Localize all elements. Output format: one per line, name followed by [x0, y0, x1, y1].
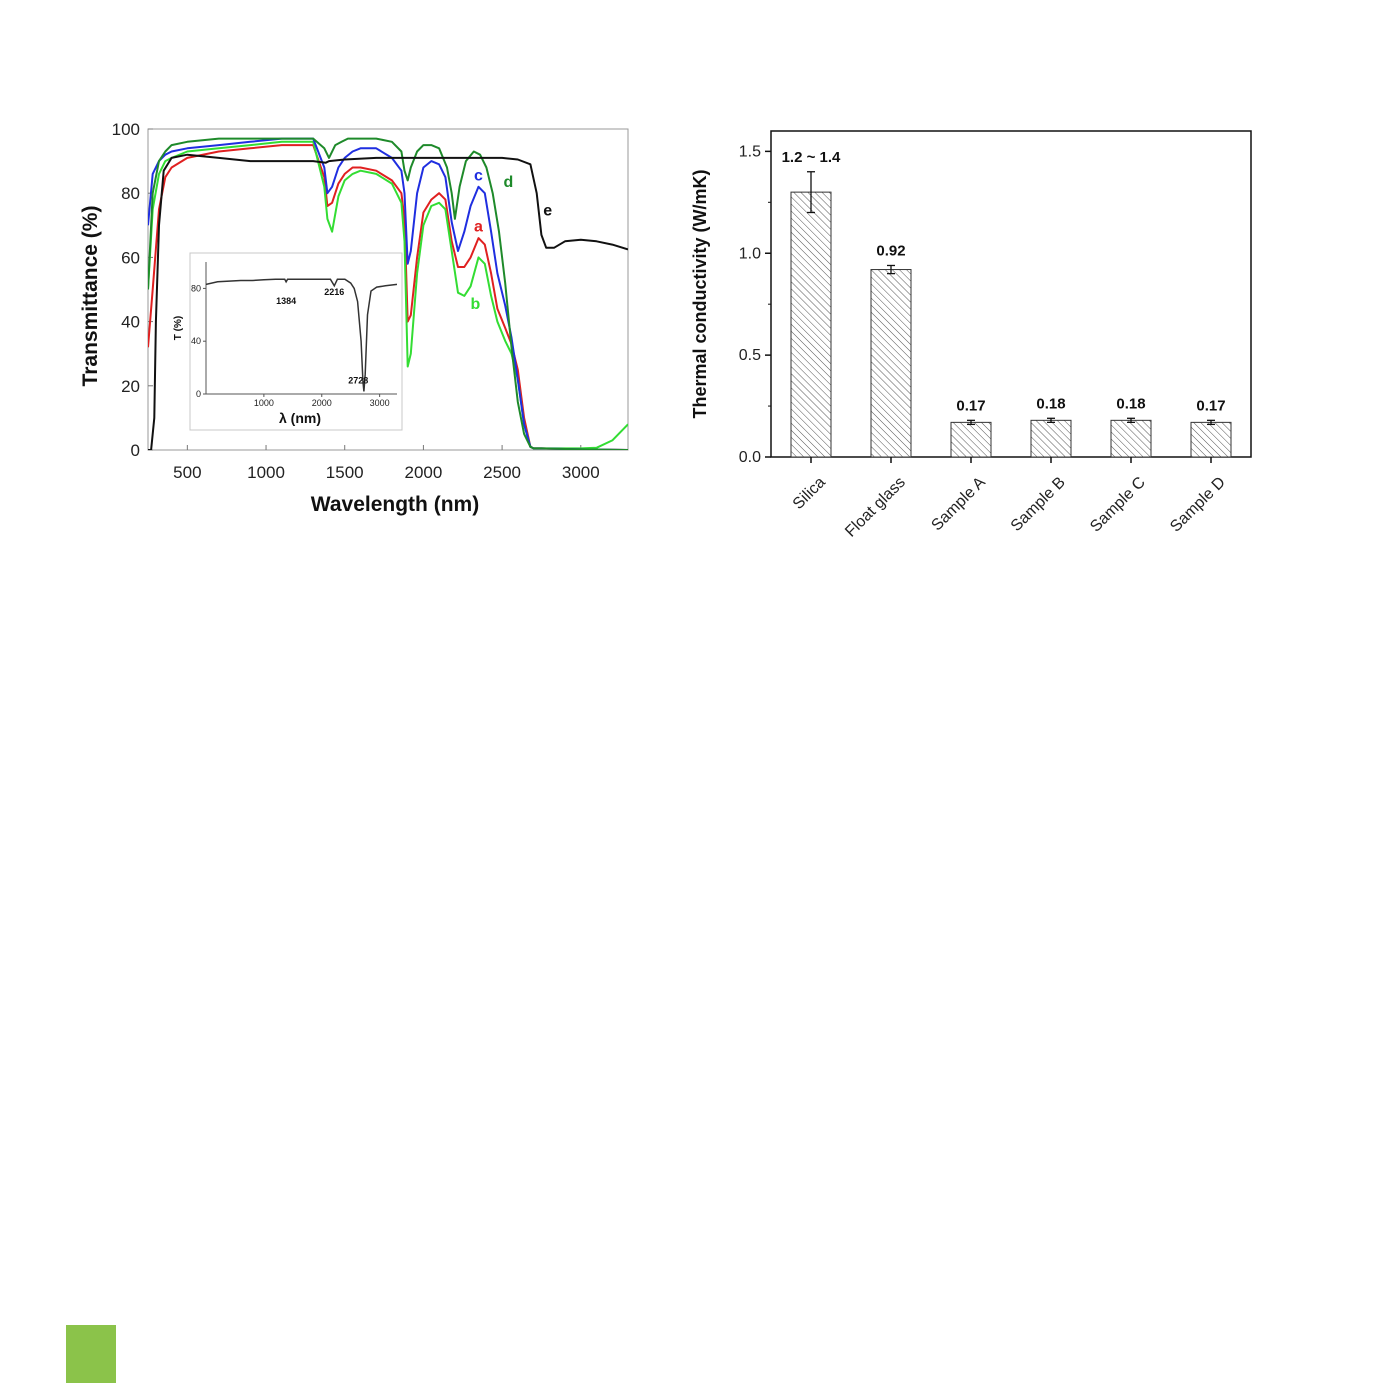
conductivity-category-label: Silica	[790, 474, 829, 513]
conductivity-value-label: 0.92	[876, 242, 905, 259]
transmittance-x-tick-label: 1000	[247, 463, 285, 482]
curve-label-e: e	[543, 203, 552, 220]
inset-peak-annotation: 2728	[348, 375, 368, 385]
transmittance-series-d	[148, 137, 628, 450]
conductivity-value-label: 1.2 ~ 1.4	[782, 149, 841, 166]
conductivity-value-label: 0.18	[1116, 395, 1145, 412]
transmittance-x-tick-label: 2500	[483, 463, 521, 482]
transmittance-x-tick-label: 3000	[562, 463, 600, 482]
transmittance-x-tick-label: 2000	[404, 463, 442, 482]
conductivity-category-label: Sample A	[928, 474, 989, 535]
curve-label-a: a	[474, 219, 483, 236]
inset-ticks: 1000 2000 3000 0 40 80	[191, 283, 390, 408]
inset-annotations: 1384 2216 2728	[276, 287, 368, 385]
transmittance-y-tick-label: 40	[121, 313, 140, 332]
conductivity-bar	[1110, 419, 1152, 458]
conductivity-value-label: 0.18	[1036, 395, 1065, 412]
transmittance-x-tick-label: 1500	[326, 463, 364, 482]
curve-label-c: c	[474, 167, 483, 184]
conductivity-plot-frame	[770, 130, 1252, 458]
transmittance-series-e	[148, 153, 628, 450]
inset-y-tick-label: 40	[191, 336, 201, 346]
conductivity-y-tick-label: 1.0	[739, 245, 761, 262]
inset-x-axis-label: λ (nm)	[279, 410, 321, 426]
corner-accent-block	[66, 1325, 116, 1383]
curve-label-b: b	[470, 296, 480, 313]
transmittance-y-tick-label: 100	[112, 120, 140, 139]
inset-x-tick-label: 1000	[254, 398, 274, 408]
conductivity-y-tick-label: 1.5	[739, 143, 761, 160]
inset-y-tick-label: 0	[196, 389, 201, 399]
transmittance-y-tick-label: 0	[131, 441, 140, 460]
conductivity-y-tick-label: 0.0	[739, 449, 761, 466]
curve-label-d: d	[504, 174, 514, 191]
conductivity-category-label: Sample D	[1167, 474, 1229, 536]
conductivity-bar	[1030, 419, 1072, 458]
inset-y-tick-label: 80	[191, 283, 201, 293]
transmittance-curve-labels: a b c d e	[470, 167, 552, 312]
conductivity-bars: 1.2 ~ 1.4 Silica 0.92 Float glass 0.17 Sample…	[782, 149, 1232, 541]
conductivity-y-tick-label: 0.5	[739, 347, 761, 364]
transmittance-series-a	[148, 144, 628, 450]
transmittance-x-tick-label: 500	[173, 463, 201, 482]
conductivity-value-label: 0.17	[1196, 397, 1225, 414]
transmittance-axes: 500 1000 1500 2000 2500 3000 0 20 40 60 80 100	[112, 120, 600, 482]
inset-peak-annotation: 1384	[276, 296, 296, 306]
conductivity-bar	[950, 421, 992, 458]
transmittance-y-axis-label: Transmittance (%)	[79, 206, 102, 387]
conductivity-value-label: 0.17	[956, 397, 985, 414]
conductivity-y-axis-label: Thermal conductivity (W/mK)	[690, 169, 710, 418]
conductivity-category-label: Sample C	[1087, 474, 1149, 536]
conductivity-bar	[870, 269, 912, 458]
transmittance-x-axis-label: Wavelength (nm)	[311, 493, 479, 516]
inset-chart: 1000 2000 3000 0 40 80 1384 2216 2728 λ (nm) T …	[173, 252, 403, 431]
conductivity-axes: 0.0 0.5 1.0 1.5	[739, 143, 771, 466]
conductivity-bar	[790, 191, 832, 458]
inset-series	[206, 278, 397, 392]
inset-x-tick-label: 3000	[370, 398, 390, 408]
transmittance-chart: 500 1000 1500 2000 2500 3000 0 20 40 60 80 100 a b c d…	[79, 120, 629, 516]
transmittance-y-tick-label: 80	[121, 184, 140, 203]
transmittance-series	[148, 137, 628, 450]
conductivity-category-label: Sample B	[1008, 474, 1069, 535]
transmittance-y-tick-label: 20	[121, 377, 140, 396]
transmittance-y-tick-label: 60	[121, 248, 140, 267]
inset-y-axis-label: T (%)	[173, 316, 184, 340]
inset-x-tick-label: 2000	[312, 398, 332, 408]
conductivity-bar	[1190, 421, 1232, 458]
inset-series-line	[206, 278, 397, 392]
conductivity-category-label: Float glass	[842, 474, 909, 541]
inset-peak-annotation: 2216	[324, 287, 344, 297]
thermal-conductivity-chart: 0.0 0.5 1.0 1.5 1.2 ~ 1.4 Silica 0.92 Float gl…	[690, 130, 1252, 541]
